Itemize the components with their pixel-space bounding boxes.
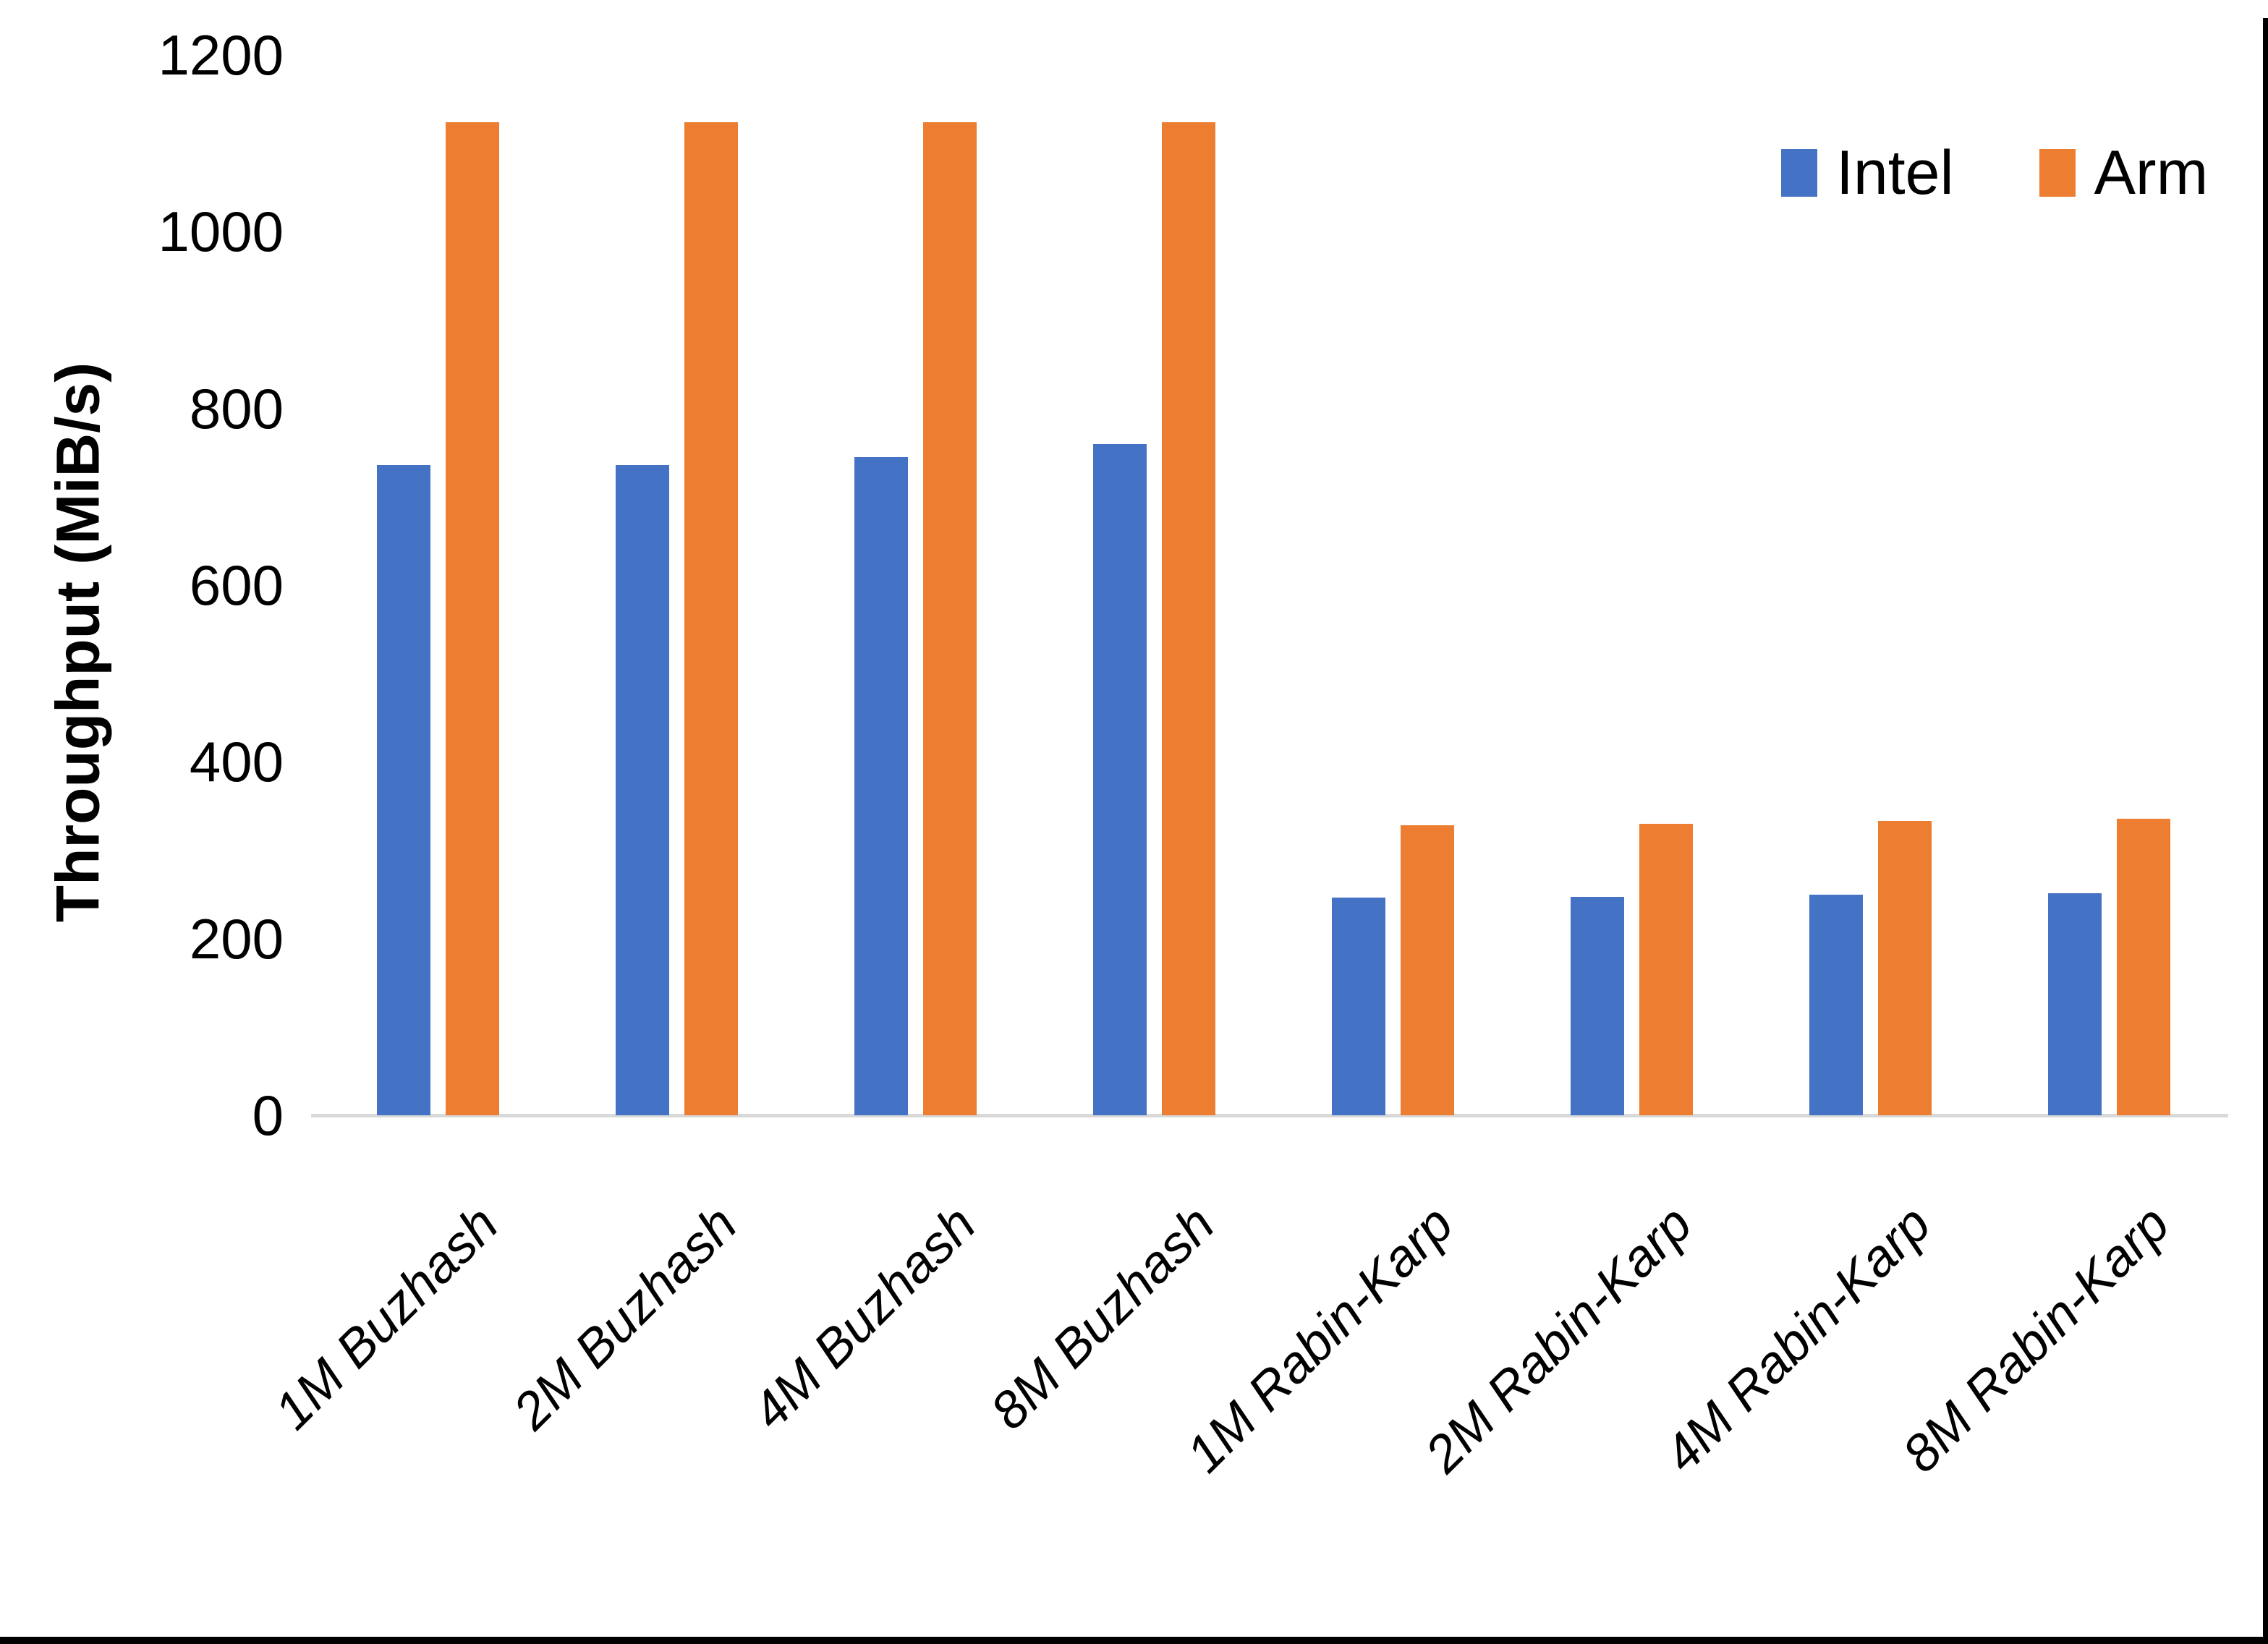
bar-intel-2m-rabin-karp bbox=[1570, 897, 1624, 1115]
y-tick-label-800: 800 bbox=[189, 376, 284, 440]
bar-intel-4m-buzhash bbox=[854, 456, 908, 1115]
x-axis-line bbox=[311, 1114, 2228, 1117]
bar-intel-1m-rabin-karp bbox=[1331, 898, 1385, 1115]
bottom-border-bar bbox=[0, 1637, 2268, 1644]
legend-label-intel: Intel bbox=[1836, 138, 1954, 208]
bar-arm-8m-rabin-karp bbox=[2116, 818, 2170, 1115]
legend: Intel Arm bbox=[1781, 142, 2208, 204]
legend-swatch-intel bbox=[1781, 149, 1817, 197]
right-border-bar bbox=[2263, 18, 2268, 1644]
bar-arm-4m-rabin-karp bbox=[1877, 821, 1932, 1115]
bar-arm-4m-buzhash bbox=[922, 122, 977, 1115]
legend-item-intel: Intel bbox=[1781, 142, 1954, 204]
x-label-4m-buzhash: 4M Buzhash bbox=[741, 1195, 987, 1441]
y-tick-label-600: 600 bbox=[189, 553, 284, 617]
x-label-2m-buzhash: 2M Buzhash bbox=[502, 1195, 748, 1441]
bar-arm-2m-rabin-karp bbox=[1639, 823, 1693, 1115]
bar-intel-8m-rabin-karp bbox=[2047, 893, 2102, 1115]
y-tick-label-1000: 1000 bbox=[158, 200, 284, 264]
y-tick-label-200: 200 bbox=[189, 906, 284, 971]
y-tick-label-0: 0 bbox=[252, 1083, 284, 1147]
legend-swatch-arm bbox=[2039, 149, 2076, 197]
y-tick-label-400: 400 bbox=[189, 730, 284, 794]
bar-intel-4m-rabin-karp bbox=[1809, 894, 1863, 1115]
x-label-8m-buzhash: 8M Buzhash bbox=[980, 1195, 1226, 1441]
bar-intel-1m-buzhash bbox=[376, 464, 430, 1115]
y-tick-label-1200: 1200 bbox=[158, 23, 284, 87]
legend-label-arm: Arm bbox=[2094, 138, 2209, 208]
y-axis-title: Throughput (MiB/s) bbox=[43, 362, 112, 923]
bar-arm-8m-buzhash bbox=[1161, 122, 1215, 1115]
bar-intel-8m-buzhash bbox=[1092, 443, 1147, 1115]
bar-arm-1m-buzhash bbox=[445, 122, 499, 1115]
bar-intel-2m-buzhash bbox=[615, 464, 669, 1115]
bar-arm-2m-buzhash bbox=[684, 122, 738, 1115]
bar-arm-1m-rabin-karp bbox=[1400, 825, 1454, 1115]
legend-item-arm: Arm bbox=[2039, 138, 2209, 208]
x-label-1m-buzhash: 1M Buzhash bbox=[263, 1195, 509, 1441]
